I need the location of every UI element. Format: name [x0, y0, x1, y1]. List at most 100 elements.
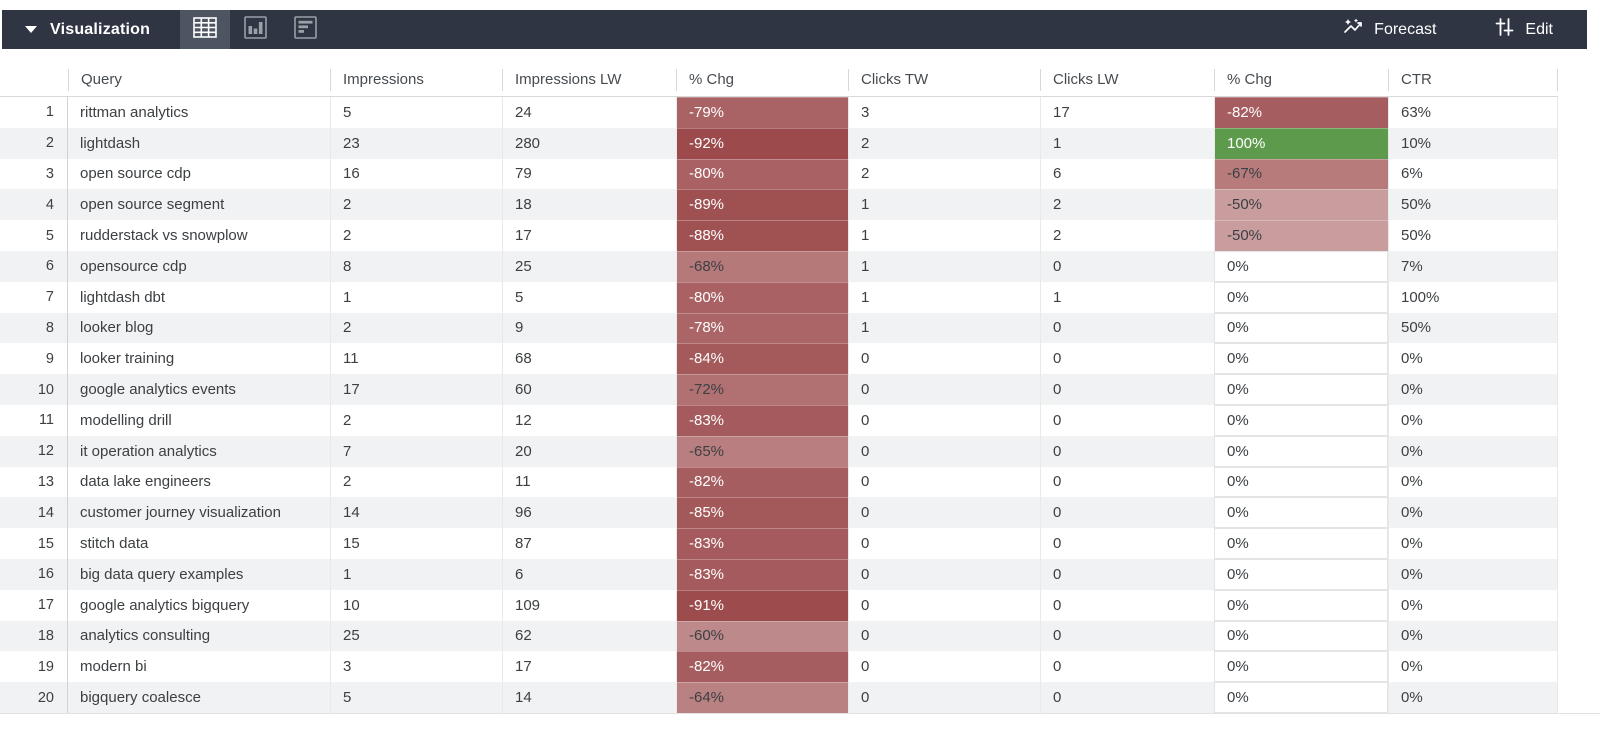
- clicks-tw-cell: 0: [848, 589, 1040, 621]
- table-header-row: Query Impressions Impressions LW % Chg C…: [0, 63, 1558, 97]
- clicks-tw-cell: 0: [848, 682, 1040, 713]
- header-impressions-lw[interactable]: Impressions LW: [502, 68, 676, 91]
- table-row: 20 bigquery coalesce 5 14 -64% 0 0 0% 0%: [0, 682, 1558, 713]
- table-row: 11 modelling drill 2 12 -83% 0 0 0% 0%: [0, 404, 1558, 436]
- clicks-tw-cell: 0: [848, 374, 1040, 405]
- table-row: 9 looker training 11 68 -84% 0 0 0% 0%: [0, 343, 1558, 375]
- impressions-cell: 2: [330, 404, 502, 436]
- pct-chg-impressions-cell: -65%: [676, 435, 848, 467]
- ctr-cell: 0%: [1388, 558, 1558, 590]
- pct-chg-impressions-cell: -83%: [676, 528, 848, 559]
- pct-chg-impressions-cell: -85%: [676, 497, 848, 529]
- row-number-cell: 2: [0, 127, 68, 159]
- header-pct-chg-impressions[interactable]: % Chg: [676, 68, 848, 91]
- impressions-lw-cell: 109: [502, 589, 676, 621]
- pct-chg-impressions-cell: -82%: [676, 466, 848, 498]
- table-bottom-border: [0, 713, 1600, 714]
- tune-sliders-icon: [1494, 17, 1515, 42]
- edit-button[interactable]: Edit: [1494, 17, 1553, 42]
- pct-chg-clicks-cell: 0%: [1214, 281, 1388, 313]
- results-table: Query Impressions Impressions LW % Chg C…: [0, 63, 1558, 713]
- clicks-lw-cell: 1: [1040, 127, 1214, 159]
- clicks-lw-cell: 0: [1040, 528, 1214, 559]
- clicks-lw-cell: 0: [1040, 343, 1214, 375]
- impressions-lw-cell: 25: [502, 250, 676, 282]
- header-pct-chg-clicks[interactable]: % Chg: [1214, 68, 1388, 91]
- ctr-cell: 0%: [1388, 682, 1558, 713]
- table-row: 4 open source segment 2 18 -89% 1 2 -50% 50%: [0, 189, 1558, 221]
- table-row: 12 it operation analytics 7 20 -65% 0 0 0% 0%: [0, 435, 1558, 467]
- ctr-cell: 50%: [1388, 189, 1558, 221]
- pct-chg-impressions-cell: -60%: [676, 620, 848, 652]
- ctr-cell: 0%: [1388, 620, 1558, 652]
- ctr-cell: 0%: [1388, 343, 1558, 375]
- table-row: 19 modern bi 3 17 -82% 0 0 0% 0%: [0, 651, 1558, 683]
- ctr-cell: 50%: [1388, 220, 1558, 251]
- impressions-cell: 11: [330, 343, 502, 375]
- row-chart-icon: [293, 15, 317, 44]
- query-cell: rudderstack vs snowplow: [80, 227, 248, 245]
- row-number-cell: 13: [0, 466, 68, 498]
- impressions-lw-cell: 24: [502, 97, 676, 128]
- header-clicks-tw[interactable]: Clicks TW: [848, 68, 1040, 91]
- impressions-cell: 5: [330, 682, 502, 713]
- pct-chg-impressions-cell: -78%: [676, 312, 848, 344]
- ctr-cell: 0%: [1388, 589, 1558, 621]
- table-row: 16 big data query examples 1 6 -83% 0 0 0% 0%: [0, 558, 1558, 590]
- row-number-cell: 11: [0, 404, 68, 436]
- clicks-lw-cell: 0: [1040, 466, 1214, 498]
- query-cell: customer journey visualization: [80, 504, 281, 522]
- impressions-lw-cell: 60: [502, 374, 676, 405]
- table-row: 18 analytics consulting 25 62 -60% 0 0 0% 0%: [0, 620, 1558, 652]
- query-cell: big data query examples: [80, 565, 244, 583]
- impressions-lw-cell: 18: [502, 189, 676, 221]
- row-number-cell: 16: [0, 558, 68, 590]
- pct-chg-impressions-cell: -83%: [676, 558, 848, 590]
- clicks-lw-cell: 0: [1040, 404, 1214, 436]
- row-chart-view-button[interactable]: [280, 10, 330, 49]
- row-number-cell: 4: [0, 189, 68, 221]
- header-clicks-lw[interactable]: Clicks LW: [1040, 68, 1214, 91]
- table-row: 15 stitch data 15 87 -83% 0 0 0% 0%: [0, 528, 1558, 559]
- clicks-tw-cell: 1: [848, 189, 1040, 221]
- impressions-cell: 1: [330, 558, 502, 590]
- clicks-tw-cell: 0: [848, 558, 1040, 590]
- pct-chg-impressions-cell: -80%: [676, 158, 848, 190]
- impressions-lw-cell: 9: [502, 312, 676, 344]
- clicks-lw-cell: 0: [1040, 497, 1214, 529]
- impressions-lw-cell: 5: [502, 281, 676, 313]
- ctr-cell: 0%: [1388, 651, 1558, 683]
- clicks-tw-cell: 0: [848, 343, 1040, 375]
- header-impressions[interactable]: Impressions: [330, 68, 502, 91]
- pct-chg-impressions-cell: -80%: [676, 281, 848, 313]
- pct-chg-impressions-cell: -88%: [676, 220, 848, 251]
- row-number-cell: 7: [0, 281, 68, 313]
- pct-chg-clicks-cell: -82%: [1214, 97, 1388, 128]
- impressions-cell: 23: [330, 127, 502, 159]
- header-query[interactable]: Query: [68, 68, 330, 91]
- clicks-lw-cell: 0: [1040, 682, 1214, 713]
- clicks-tw-cell: 0: [848, 651, 1040, 683]
- clicks-lw-cell: 0: [1040, 558, 1214, 590]
- impressions-cell: 2: [330, 220, 502, 251]
- forecast-button[interactable]: Forecast: [1342, 17, 1436, 42]
- header-ctr[interactable]: CTR: [1388, 68, 1558, 91]
- clicks-tw-cell: 1: [848, 281, 1040, 313]
- chevron-down-icon[interactable]: [25, 26, 37, 33]
- impressions-lw-cell: 96: [502, 497, 676, 529]
- pct-chg-clicks-cell: 0%: [1214, 620, 1388, 652]
- impressions-cell: 8: [330, 250, 502, 282]
- bar-chart-icon: [243, 15, 267, 44]
- clicks-tw-cell: 3: [848, 97, 1040, 128]
- clicks-tw-cell: 1: [848, 250, 1040, 282]
- row-number-cell: 10: [0, 374, 68, 405]
- impressions-lw-cell: 68: [502, 343, 676, 375]
- bar-chart-view-button[interactable]: [230, 10, 280, 49]
- toolbar-title[interactable]: Visualization: [50, 20, 151, 38]
- impressions-lw-cell: 11: [502, 466, 676, 498]
- table-view-button[interactable]: [180, 10, 231, 49]
- impressions-cell: 7: [330, 435, 502, 467]
- forecast-label: Forecast: [1374, 20, 1437, 38]
- header-row-number: [0, 69, 68, 91]
- impressions-lw-cell: 79: [502, 158, 676, 190]
